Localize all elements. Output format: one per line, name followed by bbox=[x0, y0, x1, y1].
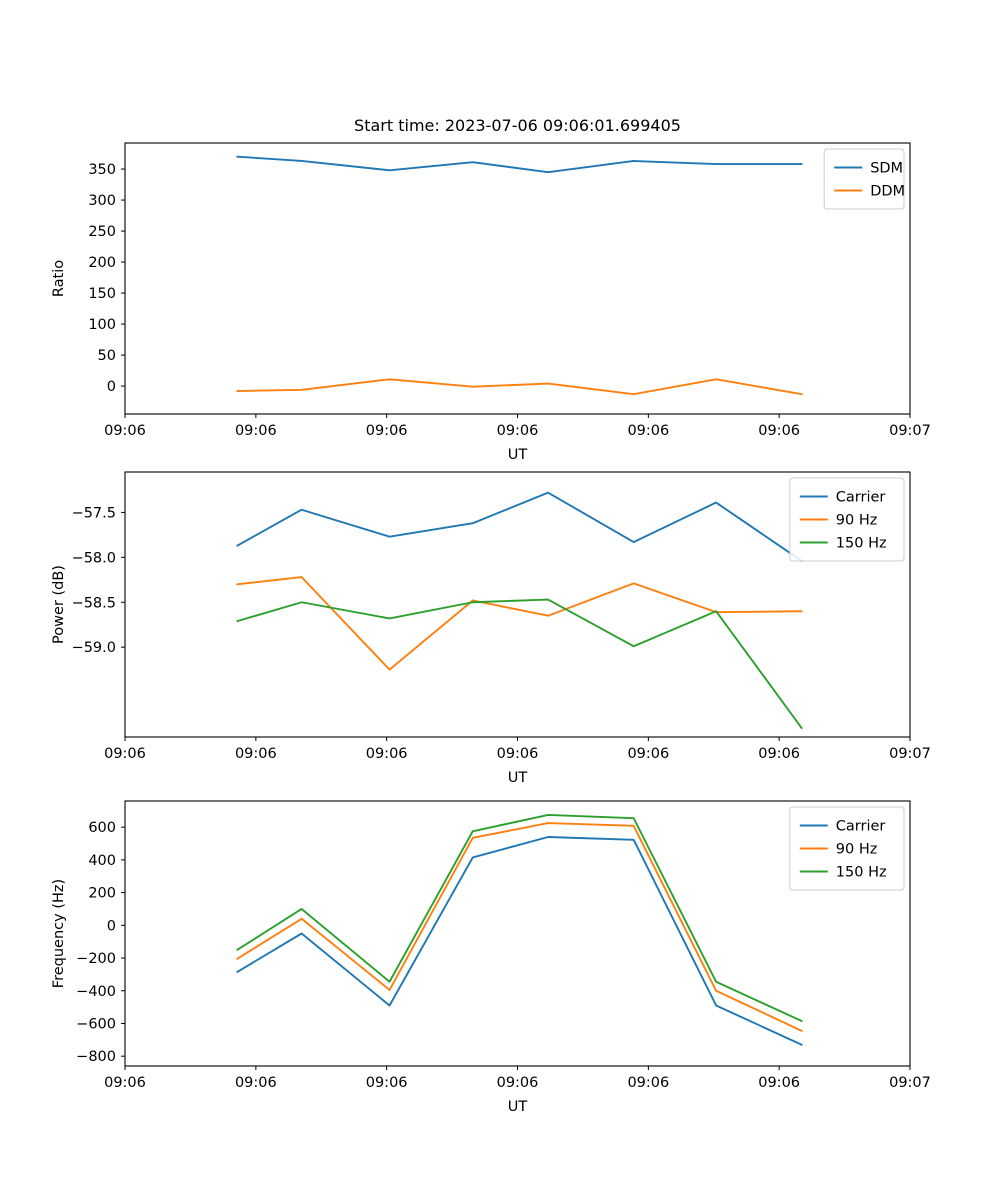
series-line-carrier bbox=[236, 836, 803, 1046]
legend-label-150-hz: 150 Hz bbox=[836, 865, 887, 881]
y-axis-label: Frequency (Hz) bbox=[51, 879, 67, 988]
series-line-90-hz bbox=[236, 576, 803, 671]
y-tick-label: −58.0 bbox=[72, 550, 116, 566]
y-tick-label: 200 bbox=[88, 255, 116, 271]
y-tick-label: 250 bbox=[88, 224, 116, 240]
y-tick-label: −58.5 bbox=[72, 595, 116, 611]
legend-label-carrier: Carrier bbox=[836, 490, 886, 506]
legend-frame bbox=[789, 806, 905, 891]
x-tick-label: 09:06 bbox=[104, 1075, 146, 1091]
series-line-sdm bbox=[236, 155, 803, 174]
x-tick-label: 09:06 bbox=[235, 423, 277, 439]
x-axis-label: UT bbox=[508, 770, 528, 786]
x-tick-label: 09:07 bbox=[889, 1075, 931, 1091]
series-line-150-hz bbox=[236, 813, 803, 1022]
x-axis-label: UT bbox=[508, 447, 528, 463]
legend-label-90-hz: 90 Hz bbox=[836, 842, 878, 858]
y-tick-label: −59.0 bbox=[72, 640, 116, 656]
legend-label-ddm: DDM bbox=[870, 184, 905, 200]
series-line-150-hz bbox=[236, 598, 803, 729]
series-group bbox=[236, 155, 803, 396]
y-tick-label: 150 bbox=[88, 286, 116, 302]
x-tick-label: 09:06 bbox=[366, 746, 408, 762]
y-axis-label: Ratio bbox=[51, 260, 67, 297]
x-tick-label: 09:06 bbox=[497, 746, 539, 762]
axes-frame bbox=[124, 142, 911, 415]
y-axis: 600 400 200 0 −200 −400 −600 −800 bbox=[76, 820, 125, 1065]
plot-title: Start time: 2023-07-06 09:06:01.699405 bbox=[354, 116, 681, 135]
y-tick-label: 300 bbox=[88, 193, 116, 209]
y-tick-label: −57.5 bbox=[72, 505, 116, 521]
x-tick-label: 09:06 bbox=[497, 1075, 539, 1091]
legend-label-sdm: SDM bbox=[870, 161, 903, 177]
x-tick-label: 09:06 bbox=[497, 423, 539, 439]
x-tick-label: 09:06 bbox=[627, 1075, 669, 1091]
y-tick-label: 350 bbox=[88, 162, 116, 178]
x-tick-label: 09:06 bbox=[627, 423, 669, 439]
y-tick-label: −600 bbox=[76, 1016, 116, 1032]
x-tick-label: 09:06 bbox=[104, 423, 146, 439]
power-panel: −57.5−58.0−58.5−59.009:06 09:06 09:06 09:06… bbox=[51, 471, 931, 786]
x-tick-label: 09:06 bbox=[758, 423, 800, 439]
x-tick-label: 09:06 bbox=[758, 746, 800, 762]
x-tick-label: 09:06 bbox=[758, 1075, 800, 1091]
x-tick-label: 09:07 bbox=[889, 746, 931, 762]
y-tick-label: 0 bbox=[107, 379, 116, 395]
series-line-ddm bbox=[236, 378, 803, 396]
y-tick-label: −800 bbox=[76, 1049, 116, 1065]
x-tick-label: 09:06 bbox=[366, 1075, 408, 1091]
series-group bbox=[236, 491, 803, 729]
legend-label-150-hz: 150 Hz bbox=[836, 536, 887, 552]
legend[interactable]: SDM DDM bbox=[823, 148, 905, 210]
legend-label-90-hz: 90 Hz bbox=[836, 513, 878, 529]
y-tick-label: 100 bbox=[88, 317, 116, 333]
x-tick-label: 09:06 bbox=[366, 423, 408, 439]
legend[interactable]: Carrier 90 Hz 150 Hz bbox=[789, 477, 905, 562]
series-line-carrier bbox=[236, 491, 803, 562]
legend-frame bbox=[789, 477, 905, 562]
x-tick-label: 09:06 bbox=[235, 1075, 277, 1091]
y-tick-label: 600 bbox=[88, 820, 116, 836]
x-axis: 09:06 09:06 09:06 09:06 09:06 09:06 09:07 bbox=[104, 1066, 931, 1091]
y-tick-label: −200 bbox=[76, 951, 116, 967]
y-tick-label: −400 bbox=[76, 984, 116, 1000]
x-axis: 09:06 09:06 09:06 09:06 09:06 09:06 09:07 bbox=[104, 737, 931, 762]
y-tick-label: 50 bbox=[98, 348, 116, 364]
x-tick-label: 09:06 bbox=[104, 746, 146, 762]
x-axis: 09:06 09:06 09:06 09:06 09:06 09:06 09:07 bbox=[104, 414, 931, 439]
y-axis-label: Power (dB) bbox=[51, 565, 67, 644]
series-line-90-hz bbox=[236, 822, 803, 1032]
x-axis-label: UT bbox=[508, 1099, 528, 1115]
x-tick-label: 09:06 bbox=[627, 746, 669, 762]
series-group bbox=[236, 813, 803, 1046]
x-tick-label: 09:06 bbox=[235, 746, 277, 762]
legend-frame bbox=[823, 148, 905, 210]
y-axis: −57.5 −58.0 −58.5 −59.0 bbox=[72, 505, 125, 656]
y-tick-label: 400 bbox=[88, 853, 116, 869]
x-tick-label: 09:07 bbox=[889, 423, 931, 439]
y-tick-label: 0 bbox=[107, 918, 116, 934]
legend-label-carrier: Carrier bbox=[836, 819, 886, 835]
y-tick-label: 200 bbox=[88, 886, 116, 902]
y-axis: 0 50 100 150 200 250 300 350 bbox=[88, 162, 125, 395]
legend[interactable]: Carrier 90 Hz 150 Hz bbox=[789, 806, 905, 891]
